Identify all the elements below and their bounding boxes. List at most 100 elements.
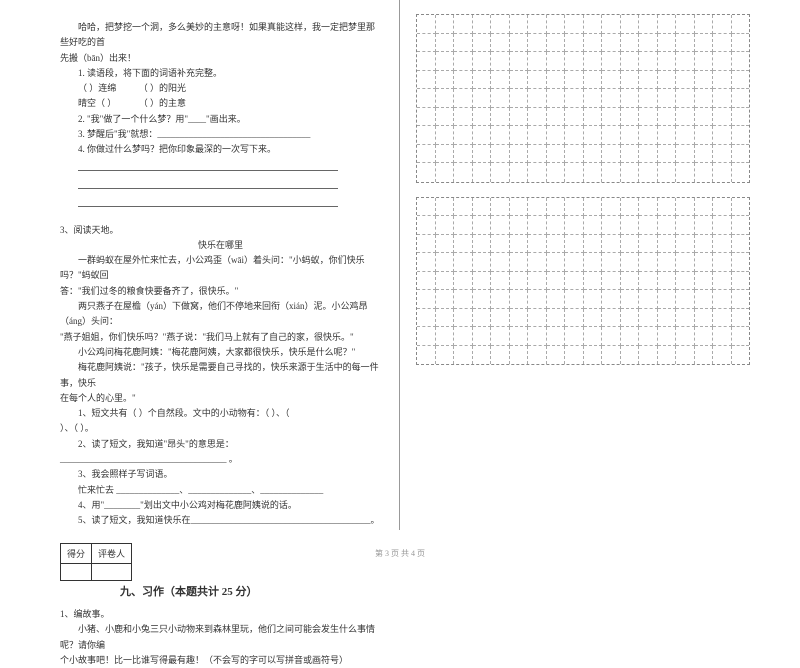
grid-cell [676, 108, 695, 127]
grid-cell [547, 272, 566, 291]
grid-cell [436, 89, 455, 108]
grid-cell [621, 108, 640, 127]
grid-cell [528, 89, 547, 108]
grid-cell [417, 235, 436, 254]
grid-cell [732, 126, 750, 145]
grid-cell [565, 235, 584, 254]
grid-cell [491, 163, 510, 182]
grid-cell [584, 198, 603, 217]
grid-cell [602, 327, 621, 346]
grid-cell [639, 253, 658, 272]
grid-cell [565, 309, 584, 328]
grid-cell [713, 198, 732, 217]
grid-cell [510, 145, 529, 164]
passage-line: 先搬（bān）出来！ [60, 51, 381, 66]
grid-cell [491, 71, 510, 90]
grid-row [417, 145, 749, 164]
grid-cell [584, 272, 603, 291]
grid-cell [658, 290, 677, 309]
grid-cell [510, 198, 529, 217]
grid-cell [528, 108, 547, 127]
grid-cell [510, 272, 529, 291]
writing-grid-top [416, 14, 750, 183]
grid-cell [658, 71, 677, 90]
grid-cell [695, 235, 714, 254]
grid-cell [454, 108, 473, 127]
grid-cell [602, 145, 621, 164]
grid-cell [584, 163, 603, 182]
grid-cell [732, 198, 750, 217]
grid-row [417, 216, 749, 235]
grid-cell [713, 216, 732, 235]
grid-cell [602, 71, 621, 90]
grid-cell [584, 290, 603, 309]
grid-cell [454, 126, 473, 145]
grid-cell [732, 290, 750, 309]
reading-line: 两只燕子在屋檐（yán）下做窝，他们不停地来回衔（xián）泥。小公鸡昂（áng… [60, 299, 381, 330]
grid-cell [491, 89, 510, 108]
grid-cell [547, 216, 566, 235]
grid-cell [584, 126, 603, 145]
grid-cell [473, 272, 492, 291]
s9-p2: 个小故事吧！比一比谁写得最有趣！（不会写的字可以写拼音或画符号） [60, 653, 381, 668]
grid-cell [621, 89, 640, 108]
s3-q1: 1、短文共有（ ）个自然段。文中的小动物有：（ ）、（ [60, 406, 381, 421]
grid-row [417, 253, 749, 272]
grid-cell [417, 216, 436, 235]
grid-cell [528, 216, 547, 235]
grid-cell [639, 163, 658, 182]
grid-cell [510, 327, 529, 346]
grid-cell [602, 290, 621, 309]
s3-q2: 2、读了短文，我知道"昂头"的意思是：_____________________… [60, 437, 381, 468]
grid-cell [639, 126, 658, 145]
grid-cell [473, 34, 492, 53]
grid-cell [732, 71, 750, 90]
grid-row [417, 108, 749, 127]
grid-cell [528, 198, 547, 217]
grid-cell [473, 15, 492, 34]
grid-cell [547, 253, 566, 272]
grid-cell [602, 34, 621, 53]
grid-cell [491, 235, 510, 254]
grid-cell [732, 272, 750, 291]
grid-cell [436, 198, 455, 217]
grid-cell [676, 216, 695, 235]
grid-cell [436, 327, 455, 346]
grid-cell [510, 108, 529, 127]
grid-cell [695, 272, 714, 291]
grid-cell [547, 52, 566, 71]
grid-cell [528, 235, 547, 254]
grid-cell [584, 145, 603, 164]
grid-cell [584, 346, 603, 365]
grid-row [417, 15, 749, 34]
grid-cell [473, 126, 492, 145]
score-empty [61, 563, 92, 580]
grid-cell [676, 34, 695, 53]
grid-cell [658, 126, 677, 145]
grid-cell [454, 309, 473, 328]
grid-cell [676, 309, 695, 328]
grid-row [417, 272, 749, 291]
grid-cell [565, 126, 584, 145]
grid-cell [713, 346, 732, 365]
grid-cell [528, 309, 547, 328]
grid-cell [676, 327, 695, 346]
grid-cell [584, 15, 603, 34]
grid-cell [639, 309, 658, 328]
grid-cell [621, 253, 640, 272]
grid-cell [621, 235, 640, 254]
grid-cell [436, 145, 455, 164]
reading-line: 小公鸡问梅花鹿阿姨："梅花鹿阿姨，大家都很快乐，快乐是什么呢？" [60, 345, 381, 360]
grid-cell [658, 52, 677, 71]
reading-line: 答："我们过冬的粮食快要备齐了，很快乐。" [60, 284, 381, 299]
grid-cell [417, 52, 436, 71]
grid-cell [565, 15, 584, 34]
grid-cell [695, 126, 714, 145]
grid-cell [547, 346, 566, 365]
grid-cell [436, 346, 455, 365]
grid-cell [732, 346, 750, 365]
grid-cell [547, 198, 566, 217]
grid-cell [639, 15, 658, 34]
grid-cell [732, 15, 750, 34]
grid-cell [473, 52, 492, 71]
